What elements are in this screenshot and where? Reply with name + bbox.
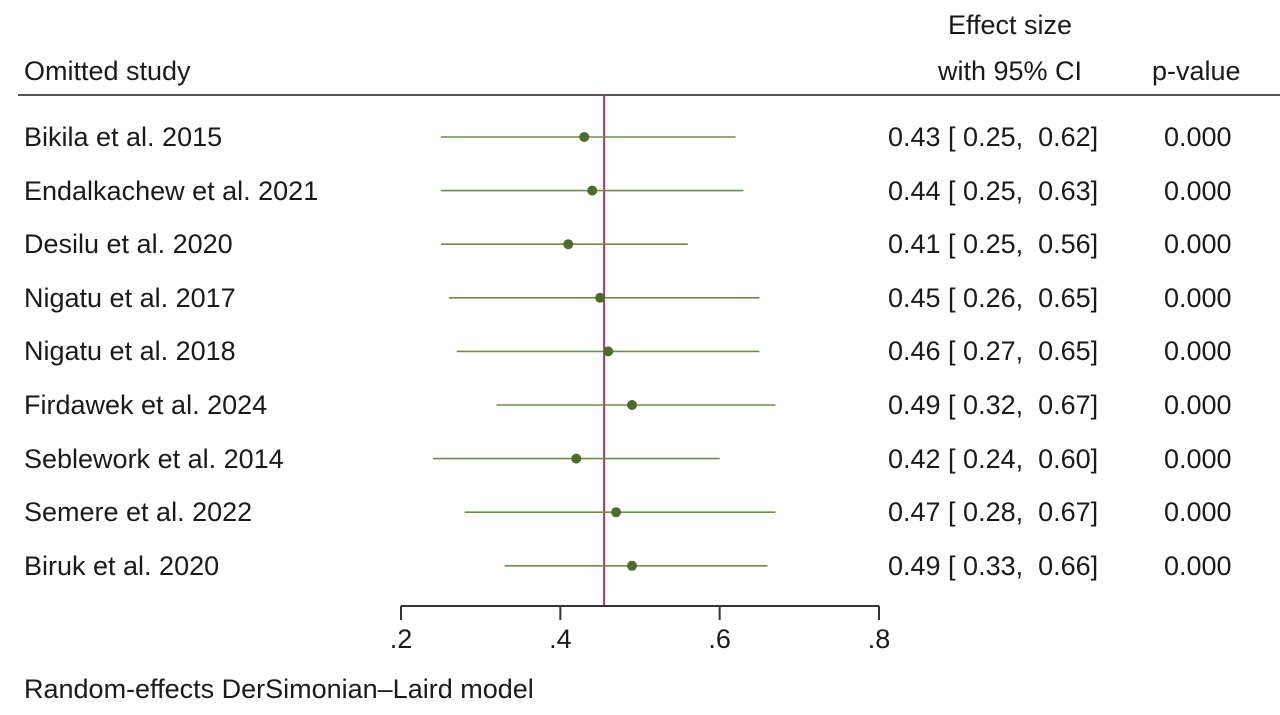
header-effect-line2: with 95% CI [937, 56, 1083, 86]
effect-ci-text: 0.47 [ 0.28, 0.67] [888, 497, 1099, 528]
x-tick-label: .4 [549, 624, 572, 654]
header-omitted-study: Omitted study [24, 56, 191, 86]
effect-ci-text: 0.46 [ 0.27, 0.65] [888, 336, 1099, 367]
header-pvalue: p-value [1152, 56, 1241, 86]
effect-point [627, 400, 638, 410]
pvalue-text: 0.000 [1164, 175, 1232, 206]
study-label: Nigatu et al. 2017 [24, 282, 236, 313]
effect-ci-text: 0.43 [ 0.25, 0.62] [888, 122, 1099, 152]
effect-point [571, 453, 582, 464]
header-effect-line1: Effect size [947, 10, 1073, 40]
effect-ci-text: 0.42 [ 0.24, 0.60] [888, 443, 1099, 474]
study-label: Semere et al. 2022 [24, 497, 253, 528]
effect-point [627, 560, 638, 571]
effect-point [603, 346, 614, 357]
model-footnote: Random-effects DerSimonian–Laird model [24, 674, 534, 704]
study-label: Desilu et al. 2020 [24, 229, 233, 260]
study-label: Biruk et al. 2020 [24, 550, 220, 581]
study-label: Seblework et al. 2014 [24, 443, 284, 474]
effect-ci-text: 0.49 [ 0.32, 0.67] [888, 390, 1099, 420]
effect-point [579, 132, 590, 142]
header-rule [18, 94, 1280, 96]
effect-ci-text: 0.45 [ 0.26, 0.65] [888, 282, 1099, 313]
effect-point [563, 239, 574, 250]
study-label: Nigatu et al. 2018 [24, 336, 236, 367]
pvalue-text: 0.000 [1164, 122, 1232, 152]
effect-point [595, 292, 606, 303]
pvalue-text: 0.000 [1164, 229, 1232, 260]
effect-ci-text: 0.41 [ 0.25, 0.56] [888, 229, 1099, 260]
pvalue-text: 0.000 [1164, 390, 1232, 420]
study-label: Firdawek et al. 2024 [24, 390, 268, 420]
x-tick-label: .2 [390, 624, 413, 654]
effect-ci-text: 0.44 [ 0.25, 0.63] [888, 175, 1099, 206]
header-effect-size: Effect size with 95% CI [880, 10, 1140, 86]
pvalue-text: 0.000 [1164, 336, 1232, 367]
study-label: Bikila et al. 2015 [24, 122, 223, 152]
effect-point [611, 507, 622, 518]
pvalue-text: 0.000 [1164, 282, 1232, 313]
study-label: Endalkachew et al. 2021 [24, 175, 319, 206]
effect-ci-text: 0.49 [ 0.33, 0.66] [888, 550, 1099, 581]
effect-point [587, 185, 598, 196]
pvalue-text: 0.000 [1164, 497, 1232, 528]
x-tick-label: .6 [708, 624, 731, 654]
x-tick-label: .8 [868, 624, 891, 654]
pvalue-text: 0.000 [1164, 550, 1232, 581]
pvalue-text: 0.000 [1164, 443, 1232, 474]
